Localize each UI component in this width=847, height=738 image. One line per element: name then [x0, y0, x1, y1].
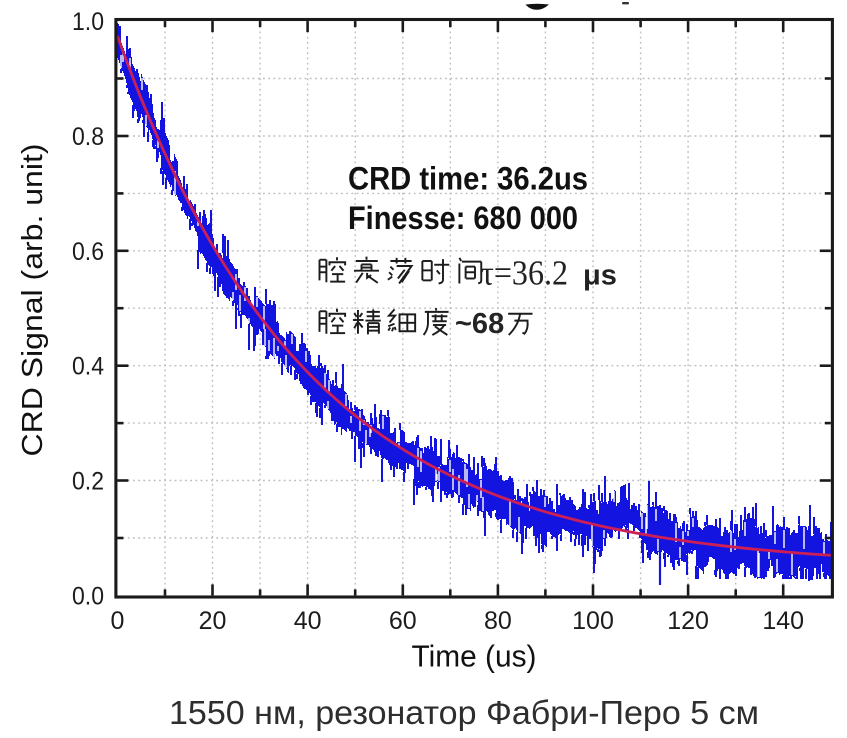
svg-text:τ=36.2: τ=36.2: [481, 254, 568, 293]
svg-text:120: 120: [667, 607, 709, 635]
svg-text:Time (us): Time (us): [412, 639, 537, 674]
svg-text:100: 100: [572, 607, 614, 635]
svg-text:0.4: 0.4: [72, 353, 104, 381]
svg-text:20: 20: [199, 607, 227, 635]
svg-text:μs: μs: [583, 260, 617, 292]
svg-text:CRD Signal (arb. unit): CRD Signal (arb. unit): [17, 144, 49, 457]
svg-text:Finesse: 680 000: Finesse: 680 000: [348, 200, 578, 236]
svg-text:CRD time: 36.2us: CRD time: 36.2us: [348, 161, 588, 197]
svg-text:1.0: 1.0: [72, 8, 104, 36]
svg-text:0.6: 0.6: [72, 238, 104, 266]
svg-text:140: 140: [762, 607, 804, 635]
svg-text:40: 40: [294, 607, 322, 635]
svg-text:~68: ~68: [455, 308, 504, 340]
svg-text:0.0: 0.0: [72, 582, 104, 610]
svg-text:0: 0: [110, 607, 124, 635]
svg-text:1550 нм, резонатор Фабри-Перо: 1550 нм, резонатор Фабри-Перо 5 см: [169, 694, 759, 731]
svg-text:0.8: 0.8: [72, 123, 104, 151]
svg-text:60: 60: [389, 607, 417, 635]
svg-text:0.2: 0.2: [72, 468, 104, 496]
svg-text:80: 80: [484, 607, 512, 635]
